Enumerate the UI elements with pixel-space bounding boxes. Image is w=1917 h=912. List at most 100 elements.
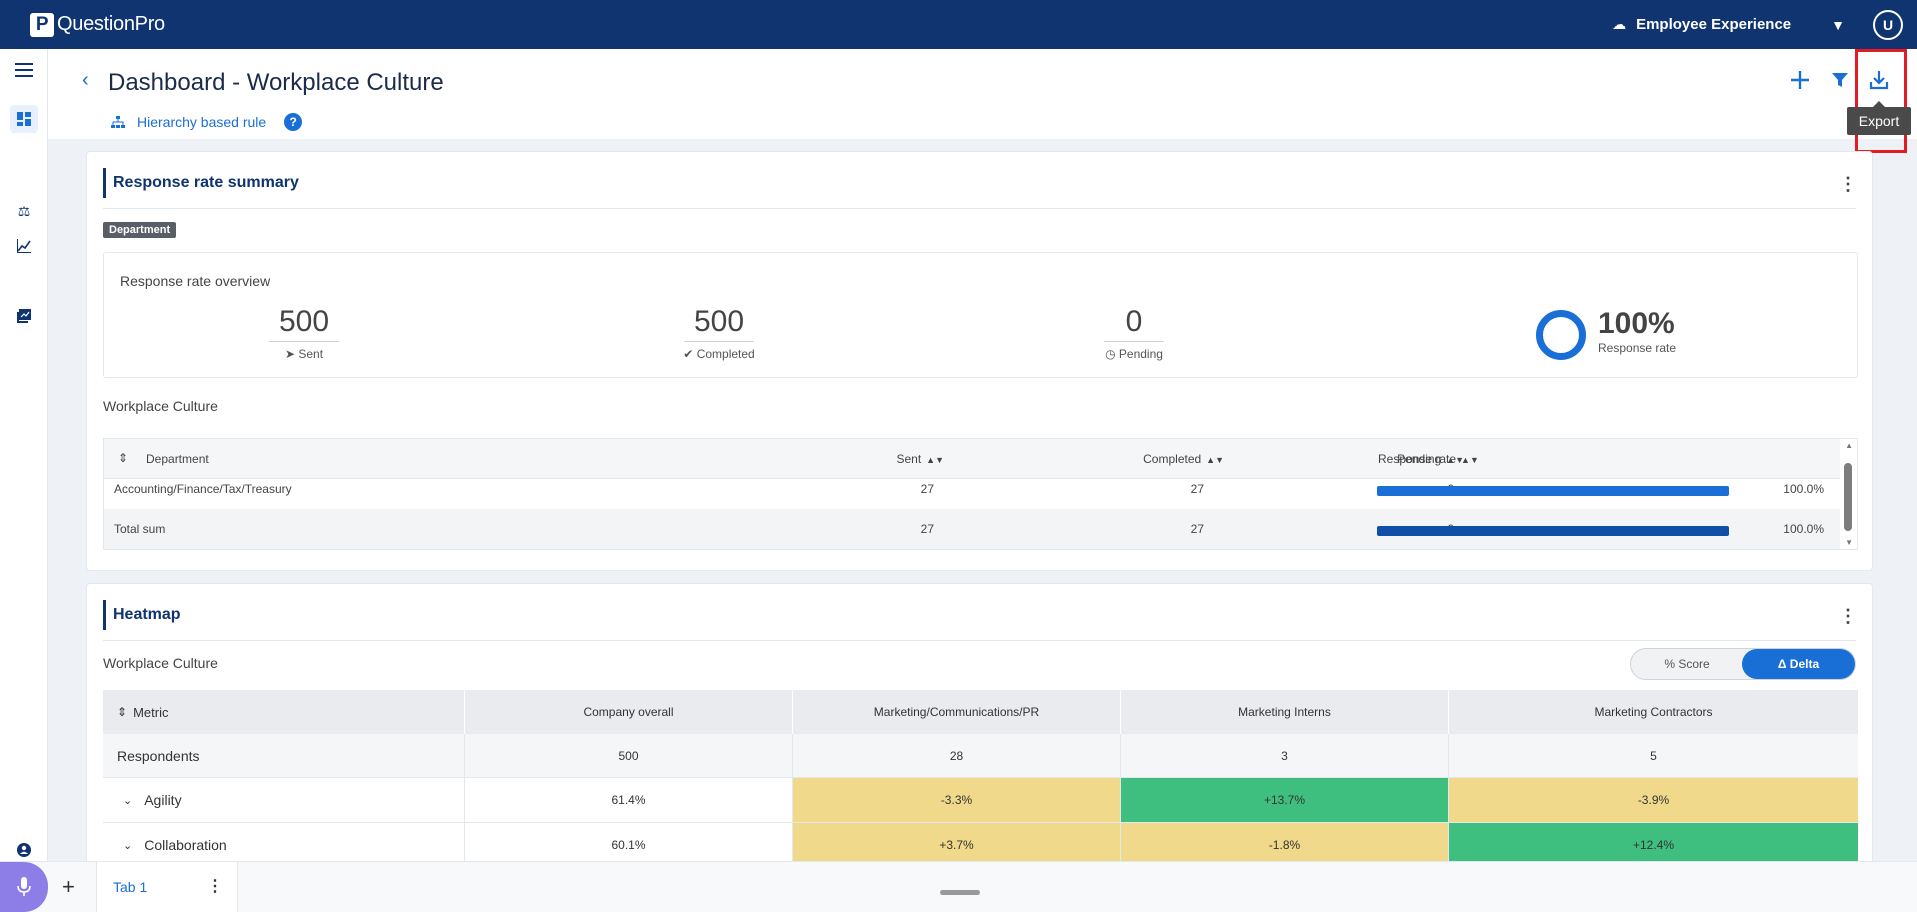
balance-scale-icon[interactable]: ⚖	[17, 203, 31, 219]
row-completed: 27	[1190, 482, 1204, 496]
heatmap-row: ⌄ Agility 61.4% -3.3% +13.7% -3.9%	[103, 778, 1858, 823]
respondents-row: Respondents 500 28 3 5	[103, 734, 1858, 778]
tab-menu-icon[interactable]: ⋮	[207, 878, 223, 895]
metric-label[interactable]: ⌄ Collaboration	[123, 837, 227, 853]
sent-stat: 500 ➤ Sent	[264, 305, 344, 361]
voice-button[interactable]	[0, 862, 48, 912]
heatmap-row: ⌄ Collaboration 60.1% +3.7% -1.8% +12.4%	[103, 823, 1858, 861]
trend-chart-icon[interactable]	[0, 239, 48, 253]
delta-cell: -1.8%	[1120, 823, 1448, 861]
row-department: Accounting/Finance/Tax/Treasury	[114, 482, 292, 496]
dashboard-icon[interactable]	[0, 112, 48, 126]
user-avatar[interactable]: U	[1873, 9, 1903, 40]
expand-collapse-icon: ⇕	[117, 705, 128, 719]
card-title: Heatmap	[103, 600, 181, 630]
delta-toggle[interactable]: Δ Delta	[1742, 649, 1855, 679]
page-header: ‹ Dashboard - Workplace Culture Hierarch…	[48, 49, 1917, 139]
add-widget-button[interactable]	[1783, 63, 1817, 97]
scroll-up-icon: ▲	[1845, 441, 1853, 450]
completed-label: Completed	[696, 347, 755, 361]
total-rate-bar	[1377, 526, 1729, 536]
sent-label: Sent	[298, 347, 324, 361]
total-label: Total sum	[114, 522, 166, 536]
response-rate-value: 100%	[1598, 307, 1675, 340]
col-completed[interactable]: Completed ▲▼	[1143, 452, 1224, 466]
divider	[103, 640, 1856, 641]
sent-value: 500	[268, 305, 340, 342]
heatmap-card: Heatmap ⋮ Workplace Culture % Score Δ De…	[86, 583, 1873, 861]
metric-label[interactable]: ⌄ Agility	[123, 792, 182, 808]
drag-handle[interactable]	[940, 890, 980, 895]
user-shield-icon[interactable]	[0, 843, 48, 857]
dashboard-content: Response rate summary ⋮ Department Respo…	[72, 139, 1887, 861]
heatmap-header: ⇕ Metric Company overall Marketing/Commun…	[103, 690, 1858, 734]
col-metric[interactable]: ⇕ Metric	[117, 704, 169, 720]
add-tab-button[interactable]: +	[62, 874, 75, 899]
table-caption: Workplace Culture	[103, 398, 218, 414]
response-rate-card: Response rate summary ⋮ Department Respo…	[86, 151, 1873, 571]
col-dept-3: Marketing Contractors	[1448, 690, 1858, 734]
app-logo[interactable]: P QuestionPro	[30, 12, 165, 37]
delta-cell: +3.7%	[792, 823, 1120, 861]
product-switcher[interactable]: Employee Experience	[1636, 16, 1792, 33]
respondents-dept-2: 3	[1120, 734, 1448, 777]
col-dept-2: Marketing Interns	[1120, 690, 1448, 734]
respondents-dept-3: 5	[1448, 734, 1858, 777]
response-rate-ring	[1536, 310, 1586, 360]
filter-button[interactable]	[1823, 63, 1857, 97]
cloud-icon: ☁	[1612, 16, 1627, 32]
export-button[interactable]	[1862, 63, 1896, 97]
respondents-overall: 500	[464, 734, 792, 777]
tab-label: Tab 1	[113, 879, 148, 895]
caret-down-icon[interactable]: ▼	[1831, 16, 1845, 33]
check-circle-icon: ✔	[683, 347, 694, 361]
scroll-down-icon: ▼	[1845, 538, 1853, 547]
delta-cell: -3.9%	[1448, 778, 1858, 822]
table-header: ⇕ Department Sent ▲▼ Completed ▲▼ Pending ▲…	[104, 439, 1840, 479]
scroll-thumb[interactable]	[1844, 463, 1852, 531]
row-sent: 27	[920, 482, 934, 496]
export-highlight-box	[1855, 49, 1907, 153]
card-menu-icon[interactable]: ⋮	[1839, 606, 1857, 626]
col-pending[interactable]: Pending ▲▼	[1397, 452, 1464, 466]
report-icon[interactable]	[0, 309, 48, 323]
card-menu-icon[interactable]: ⋮	[1839, 174, 1857, 194]
col-response-rate[interactable]: Response rate ▲▼	[1378, 452, 1479, 466]
download-icon	[1869, 71, 1889, 90]
logo-mark: P	[30, 12, 54, 37]
menu-icon[interactable]	[0, 63, 48, 77]
bottom-tab-bar	[0, 861, 1917, 912]
response-overview: Response rate overview 500 ➤ Sent 500 ✔ …	[103, 252, 1858, 378]
response-rate-bar	[1377, 486, 1729, 496]
score-toggle[interactable]: % Score	[1664, 657, 1710, 671]
row-rate: 100.0%	[1783, 482, 1824, 496]
back-chevron-icon[interactable]: ‹	[82, 69, 89, 91]
total-sent: 27	[920, 522, 934, 536]
page-title: Dashboard - Workplace Culture	[108, 69, 444, 96]
total-rate: 100.0%	[1783, 522, 1824, 536]
response-rate-label: Response rate	[1598, 341, 1677, 355]
pending-stat: 0 ◷ Pending	[1094, 305, 1174, 361]
table-scrollbar[interactable]: ▲ ▼	[1843, 441, 1855, 547]
score-delta-toggle: % Score Δ Delta	[1630, 648, 1856, 680]
completed-stat: 500 ✔ Completed	[674, 305, 764, 361]
microphone-icon	[17, 877, 31, 896]
chevron-down-icon: ⌄	[123, 839, 133, 852]
hierarchy-rule-link[interactable]: Hierarchy based rule ?	[108, 113, 303, 131]
filter-icon	[1832, 73, 1848, 87]
overall-score: 61.4%	[464, 778, 792, 822]
respondents-label: Respondents	[117, 747, 200, 764]
col-department[interactable]: Department	[146, 452, 209, 466]
expand-collapse-icon[interactable]: ⇕	[118, 451, 129, 465]
tab-1[interactable]: Tab 1 ⋮	[96, 862, 238, 912]
send-icon: ➤	[284, 347, 296, 361]
pending-value: 0	[1103, 305, 1165, 342]
card-title: Response rate summary	[103, 168, 299, 198]
app-name: QuestionPro	[57, 13, 165, 35]
help-icon[interactable]: ?	[284, 113, 303, 131]
hierarchy-rule-label: Hierarchy based rule	[137, 114, 267, 130]
total-completed: 27	[1190, 522, 1204, 536]
col-sent[interactable]: Sent ▲▼	[896, 452, 944, 466]
col-dept-1: Marketing/Communications/PR	[792, 690, 1120, 734]
delta-cell: +12.4%	[1448, 823, 1858, 861]
